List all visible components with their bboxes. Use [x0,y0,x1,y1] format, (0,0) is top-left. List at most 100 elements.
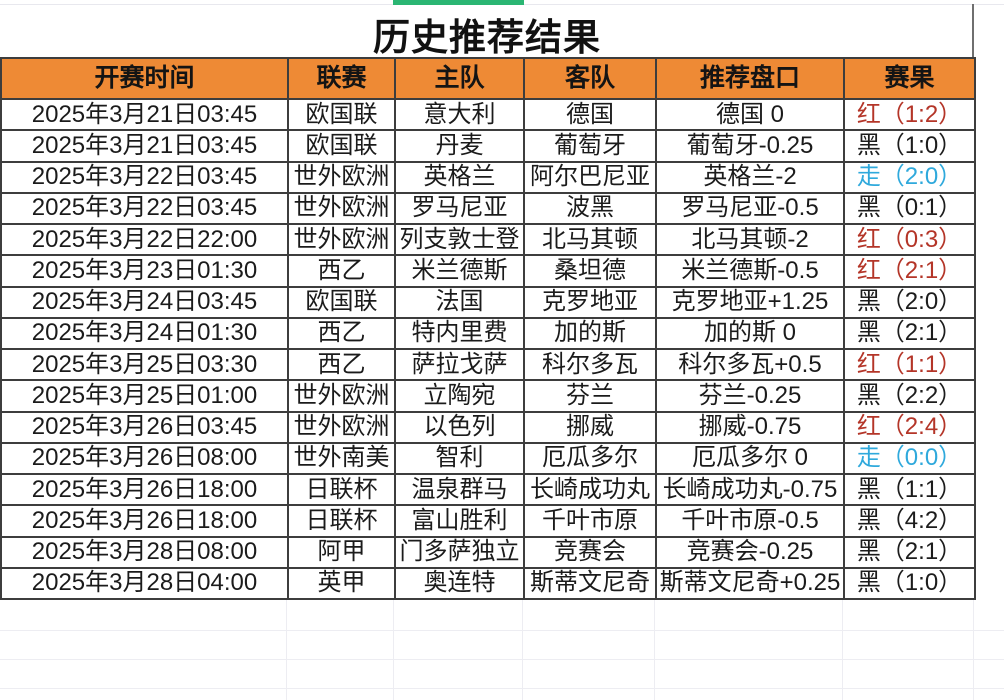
cell-time: 2025年3月26日08:00 [0,441,289,476]
cell-handicap: 斯蒂文尼奇+0.25 [655,566,845,601]
column-header-time: 开赛时间 [0,57,289,100]
cell-away: 葡萄牙 [523,129,657,163]
cell-time: 2025年3月22日22:00 [0,222,289,257]
cell-handicap: 克罗地亚+1.25 [655,285,845,319]
cell-time: 2025年3月28日04:00 [0,566,289,601]
cell-time: 2025年3月26日03:45 [0,410,289,444]
cell-league: 世外欧洲 [287,191,396,226]
cell-home: 英格兰 [394,160,525,194]
cell-result: 红（1:2） [843,97,976,132]
table-row: 2025年3月25日03:30 西乙 萨拉戈萨 科尔多瓦 科尔多瓦+0.5 红（1:1） [0,347,976,382]
column-header-league: 联赛 [287,57,396,100]
cell-home: 米兰德斯 [394,254,525,288]
sheet-gridline [0,659,1004,660]
cell-home: 丹麦 [394,129,525,163]
table-row: 2025年3月24日03:45 欧国联 法国 克罗地亚 克罗地亚+1.25 黑（2:0） [0,285,976,319]
cell-handicap: 长崎成功丸-0.75 [655,472,845,507]
cell-home: 温泉群马 [394,472,525,507]
cell-home: 门多萨独立 [394,535,525,569]
cell-away: 厄瓜多尔 [523,441,657,476]
cell-away: 科尔多瓦 [523,347,657,382]
column-header-handicap: 推荐盘口 [655,57,845,100]
cell-home: 罗马尼亚 [394,191,525,226]
cell-away: 德国 [523,97,657,132]
table-row: 2025年3月26日18:00 日联杯 温泉群马 长崎成功丸 长崎成功丸-0.75 黑（1… [0,472,976,507]
cell-result: 黑（1:1） [843,472,976,507]
cell-result: 黑（1:0） [843,129,976,163]
cell-away: 加的斯 [523,316,657,351]
cell-league: 阿甲 [287,535,396,569]
cell-away: 挪威 [523,410,657,444]
cell-home: 法国 [394,285,525,319]
cell-away: 波黑 [523,191,657,226]
cell-home: 智利 [394,441,525,476]
cell-time: 2025年3月25日01:00 [0,379,289,413]
page-title: 历史推荐结果 [373,17,601,58]
cell-league: 英甲 [287,566,396,601]
cell-result: 黑（2:1） [843,535,976,569]
cell-league: 世外欧洲 [287,379,396,413]
cell-result: 黑（2:2） [843,379,976,413]
green-accent-bar [393,0,524,5]
cell-time: 2025年3月25日03:30 [0,347,289,382]
cell-away: 芬兰 [523,379,657,413]
cell-home: 富山胜利 [394,504,525,538]
cell-time: 2025年3月22日03:45 [0,191,289,226]
cell-handicap: 德国 0 [655,97,845,132]
cell-league: 欧国联 [287,129,396,163]
cell-handicap: 科尔多瓦+0.5 [655,347,845,382]
cell-time: 2025年3月28日08:00 [0,535,289,569]
cell-league: 西乙 [287,254,396,288]
table-row: 2025年3月21日03:45 欧国联 丹麦 葡萄牙 葡萄牙-0.25 黑（1:0） [0,129,976,163]
cell-league: 西乙 [287,316,396,351]
cell-result: 黑（1:0） [843,566,976,601]
cell-away: 克罗地亚 [523,285,657,319]
column-header-result: 赛果 [843,57,976,100]
cell-time: 2025年3月22日03:45 [0,160,289,194]
table-row: 2025年3月22日22:00 世外欧洲 列支敦士登 北马其顿 北马其顿-2 红（0:3） [0,222,976,257]
sheet-gridline [286,600,287,700]
table-row: 2025年3月22日03:45 世外欧洲 罗马尼亚 波黑 罗马尼亚-0.5 黑（0:1） [0,191,976,226]
cell-handicap: 北马其顿-2 [655,222,845,257]
table-row: 2025年3月22日03:45 世外欧洲 英格兰 阿尔巴尼亚 英格兰-2 走（2:0） [0,160,976,194]
cell-handicap: 竞赛会-0.25 [655,535,845,569]
cell-home: 立陶宛 [394,379,525,413]
cell-handicap: 罗马尼亚-0.5 [655,191,845,226]
table-row: 2025年3月24日01:30 西乙 特内里费 加的斯 加的斯 0 黑（2:1） [0,316,976,351]
cell-time: 2025年3月26日18:00 [0,504,289,538]
cell-handicap: 芬兰-0.25 [655,379,845,413]
cell-away: 斯蒂文尼奇 [523,566,657,601]
cell-time: 2025年3月26日18:00 [0,472,289,507]
cell-handicap: 英格兰-2 [655,160,845,194]
cell-result: 黑（2:0） [843,285,976,319]
cell-away: 阿尔巴尼亚 [523,160,657,194]
cell-league: 日联杯 [287,504,396,538]
cell-league: 世外欧洲 [287,410,396,444]
table-row: 2025年3月21日03:45 欧国联 意大利 德国 德国 0 红（1:2） [0,97,976,132]
sheet-gridline [654,600,655,700]
cell-handicap: 米兰德斯-0.5 [655,254,845,288]
cell-result: 走（2:0） [843,160,976,194]
cell-home: 以色列 [394,410,525,444]
cell-away: 北马其顿 [523,222,657,257]
cell-result: 红（0:3） [843,222,976,257]
cell-handicap: 千叶市原-0.5 [655,504,845,538]
column-header-away: 客队 [523,57,657,100]
table-row: 2025年3月26日03:45 世外欧洲 以色列 挪威 挪威-0.75 红（2:4） [0,410,976,444]
cell-home: 特内里费 [394,316,525,351]
cell-time: 2025年3月24日03:45 [0,285,289,319]
cell-result: 黑（0:1） [843,191,976,226]
cell-result: 红（2:1） [843,254,976,288]
cell-result: 红（2:4） [843,410,976,444]
sheet-gridline [393,600,394,700]
cell-away: 竞赛会 [523,535,657,569]
cell-league: 欧国联 [287,97,396,132]
cell-league: 西乙 [287,347,396,382]
table-row: 2025年3月26日18:00 日联杯 富山胜利 千叶市原 千叶市原-0.5 黑（4:2） [0,504,976,538]
table-row: 2025年3月28日04:00 英甲 奥连特 斯蒂文尼奇 斯蒂文尼奇+0.25 黑（1:0… [0,566,976,601]
cell-result: 黑（2:1） [843,316,976,351]
cell-home: 意大利 [394,97,525,132]
cell-result: 黑（4:2） [843,504,976,538]
cell-league: 世外欧洲 [287,222,396,257]
